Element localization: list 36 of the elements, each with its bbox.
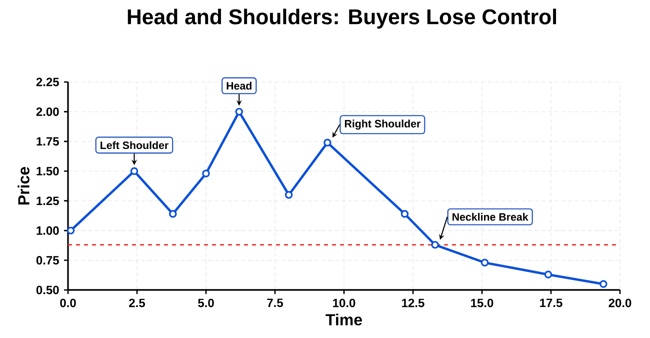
x-axis-title: Time	[326, 314, 362, 326]
x-tick-label: 0.0	[60, 298, 76, 308]
annotation: Right Shoulder	[344, 120, 421, 130]
y-tick-label: 1.75	[36, 137, 59, 146]
y-tick-label: 1.25	[36, 196, 59, 206]
annotation: Head	[226, 82, 252, 90]
x-tick-label: 17.5	[540, 298, 562, 308]
annotation: Left Shoulder	[100, 141, 168, 150]
point	[235, 108, 243, 116]
point	[284, 191, 293, 199]
point	[169, 210, 177, 218]
chart-title: Head and Shoulders: Buyers Lose Control	[128, 8, 556, 29]
annotation: Neckline Break	[452, 212, 528, 221]
point	[66, 226, 75, 234]
x-tick-label: 7.5	[267, 298, 284, 308]
x-tick-label: 5.0	[198, 298, 214, 308]
point	[130, 167, 138, 175]
point	[544, 270, 552, 278]
y-tick-label: 2.00	[36, 107, 59, 116]
point	[202, 170, 210, 178]
x-tick-label: 2.5	[129, 298, 146, 308]
y-axis-title: Price	[18, 166, 30, 204]
y-tick-label: 2.25	[36, 78, 59, 86]
x-tick-label: 15.0	[471, 298, 494, 308]
x-tick-label: 10.0	[333, 298, 356, 308]
x-tick-label: 12.5	[402, 298, 424, 308]
y-tick-label: 1.00	[36, 226, 59, 235]
point	[324, 138, 332, 146]
x-tick-label: 20.0	[608, 298, 632, 308]
y-tick-label: 0.50	[36, 286, 59, 294]
point	[480, 258, 489, 267]
y-tick-label: 1.50	[36, 166, 59, 176]
point	[431, 240, 439, 249]
y-tick-label: 0.75	[36, 256, 59, 265]
point	[600, 280, 608, 288]
point	[400, 210, 409, 218]
